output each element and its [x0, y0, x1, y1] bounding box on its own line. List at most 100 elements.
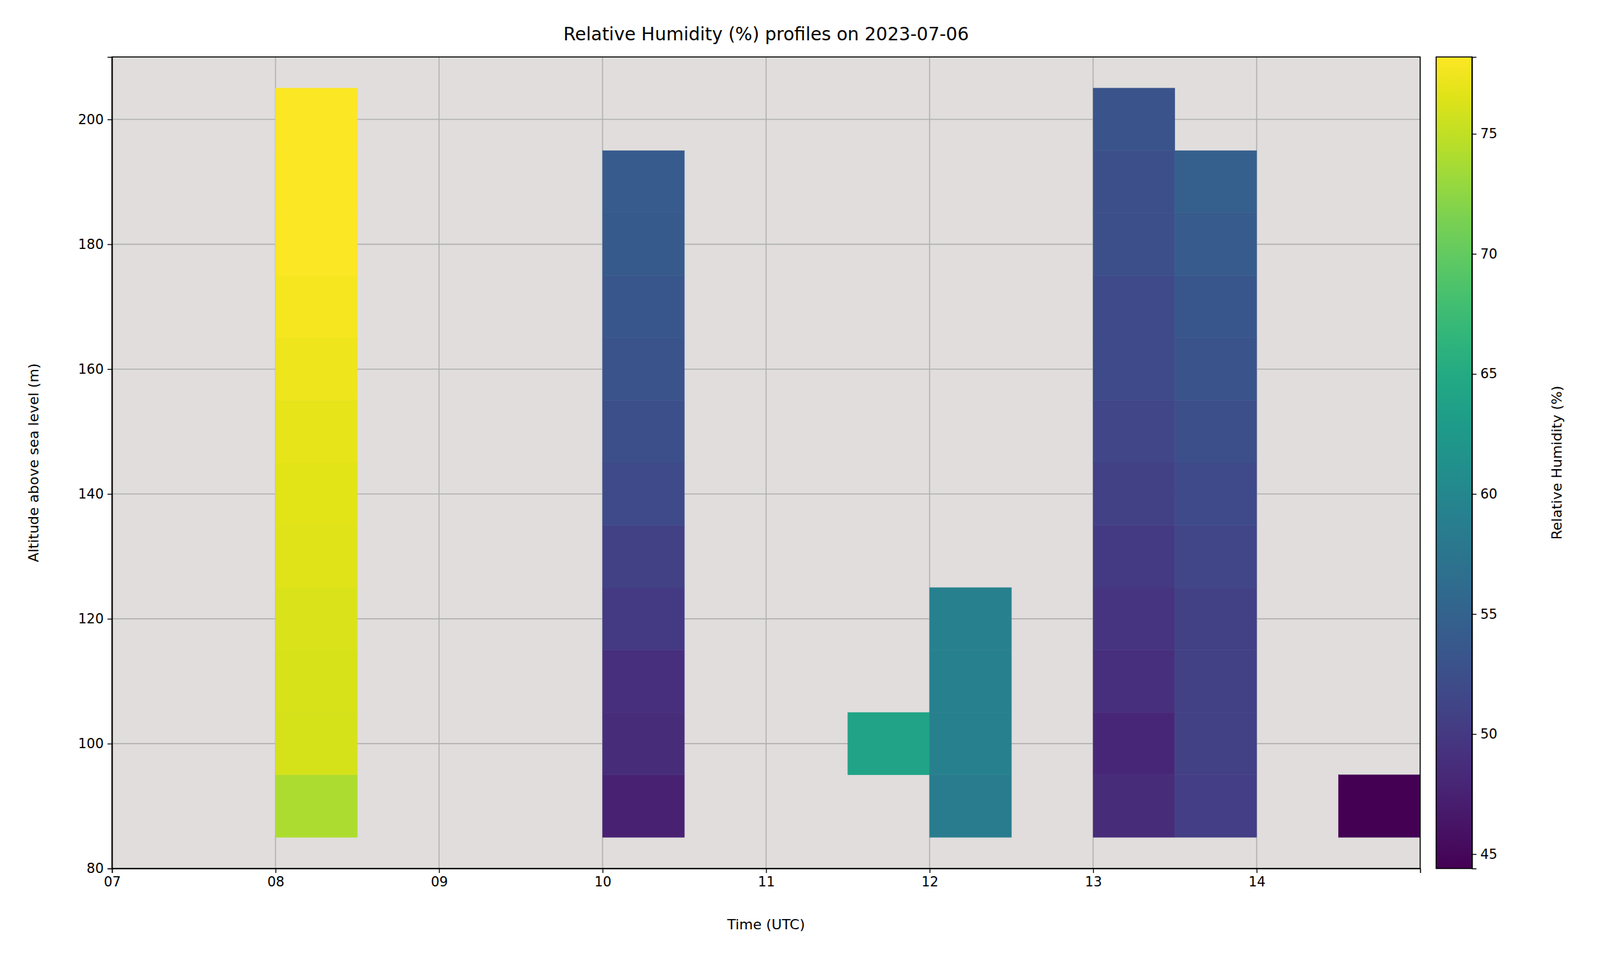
y-tick-label: 160: [78, 361, 104, 377]
x-tick: 13: [1084, 868, 1103, 890]
cell: [602, 587, 685, 651]
x-tick: 12: [921, 868, 939, 890]
colorbar-tick: 55: [1472, 606, 1498, 623]
cell: [1093, 587, 1176, 651]
cell: [602, 400, 685, 463]
x-tick-mark: [929, 868, 930, 873]
cell: [275, 337, 358, 401]
x-tick-label: 13: [1084, 874, 1103, 890]
y-tick: 160: [78, 361, 112, 377]
y-axis: 80100120140160180200: [78, 57, 113, 877]
y-tick-label: 120: [78, 611, 104, 627]
cell: [1175, 775, 1257, 838]
cell: [1093, 88, 1176, 152]
cell: [602, 525, 685, 589]
y-axis-line: [107, 57, 113, 870]
y-tick: 200: [78, 112, 112, 128]
colorbar-tick-label: 60: [1480, 486, 1498, 502]
x-axis-label: Time (UTC): [726, 916, 806, 933]
cell: [1175, 712, 1257, 776]
cell: [602, 775, 685, 838]
colorbar-tick-mark: [1472, 253, 1477, 255]
colorbar-tick: 45: [1472, 846, 1498, 863]
cell: [1093, 712, 1176, 776]
cell: [1093, 462, 1176, 526]
y-tick: 140: [78, 486, 112, 502]
cell: [275, 213, 358, 276]
cell: [275, 712, 358, 776]
cell: [275, 587, 358, 651]
colorbar-tick-label: 65: [1480, 366, 1498, 382]
colorbar-axis-line: [1472, 57, 1478, 870]
colorbar-tick-label: 75: [1480, 126, 1498, 142]
x-tick-mark: [602, 868, 603, 873]
x-tick: 09: [430, 868, 448, 890]
cell: [929, 587, 1012, 651]
cell: [275, 775, 358, 838]
colorbar-tick-label: 50: [1480, 726, 1498, 742]
grid-line-x: [765, 56, 767, 869]
plot-frame: [112, 56, 1421, 869]
cell: [1338, 775, 1421, 838]
cell: [1093, 775, 1176, 838]
cell: [1175, 587, 1257, 651]
cell: [929, 650, 1012, 713]
cell: [929, 712, 1012, 776]
y-tick-mark: [107, 743, 112, 745]
cell: [602, 213, 685, 276]
colorbar-tick-mark: [1472, 373, 1477, 375]
x-tick-label: 12: [921, 874, 939, 890]
cell: [602, 337, 685, 401]
cell: [275, 525, 358, 589]
x-tick-mark: [766, 868, 767, 873]
y-tick-mark: [107, 618, 112, 620]
colorbar-tick: 75: [1472, 126, 1498, 142]
y-tick-mark: [107, 494, 112, 495]
y-tick: 100: [78, 736, 112, 752]
x-tick-mark: [275, 868, 276, 873]
title: Relative Humidity (%) profiles on 2023-0…: [563, 23, 969, 45]
chart: 070809101112131480100120140160180200Rela…: [0, 0, 1600, 960]
y-tick: 80: [86, 860, 112, 877]
cell: [602, 712, 685, 776]
colorbar-tick-label: 70: [1480, 246, 1498, 262]
cell: [275, 462, 358, 526]
cell: [1093, 150, 1176, 214]
y-tick-mark: [107, 868, 112, 870]
y-tick-label: 100: [78, 736, 104, 752]
x-tick: 07: [103, 868, 121, 890]
x-axis-line: [112, 869, 1421, 874]
cell: [602, 650, 685, 713]
x-tick-mark: [1093, 868, 1094, 873]
x-tick: 10: [594, 868, 612, 890]
cell: [1175, 462, 1257, 526]
cell: [1175, 213, 1257, 276]
cell: [929, 775, 1012, 838]
cell: [602, 150, 685, 214]
colorbar-tick-mark: [1472, 734, 1477, 735]
colorbar-tick-mark: [1472, 133, 1477, 135]
colorbar-tick-mark: [1472, 494, 1477, 495]
cell: [1175, 650, 1257, 713]
x-axis: 0708091011121314: [103, 868, 1421, 890]
colorbar-tick-mark: [1472, 853, 1477, 855]
cells: [275, 88, 1421, 838]
y-axis-label: Altitude above sea level (m): [25, 363, 42, 563]
colorbar-tick: 65: [1472, 366, 1498, 382]
colorbar-tick-mark: [1472, 613, 1477, 615]
colorbar-tick-label: 55: [1480, 606, 1498, 623]
x-tick-label: 14: [1248, 874, 1266, 890]
cell: [1093, 525, 1176, 589]
cell: [1093, 275, 1176, 338]
cell: [275, 275, 358, 338]
grid: [112, 56, 1421, 869]
colorbar-tick: 70: [1472, 246, 1498, 262]
x-tick-mark: [439, 868, 440, 873]
colorbar: [1436, 56, 1472, 869]
cell: [275, 88, 358, 152]
x-tick-label: 07: [103, 874, 121, 890]
cell: [1175, 275, 1257, 338]
x-tick-label: 11: [757, 874, 776, 890]
cell: [1175, 525, 1257, 589]
y-tick-mark: [107, 243, 112, 245]
